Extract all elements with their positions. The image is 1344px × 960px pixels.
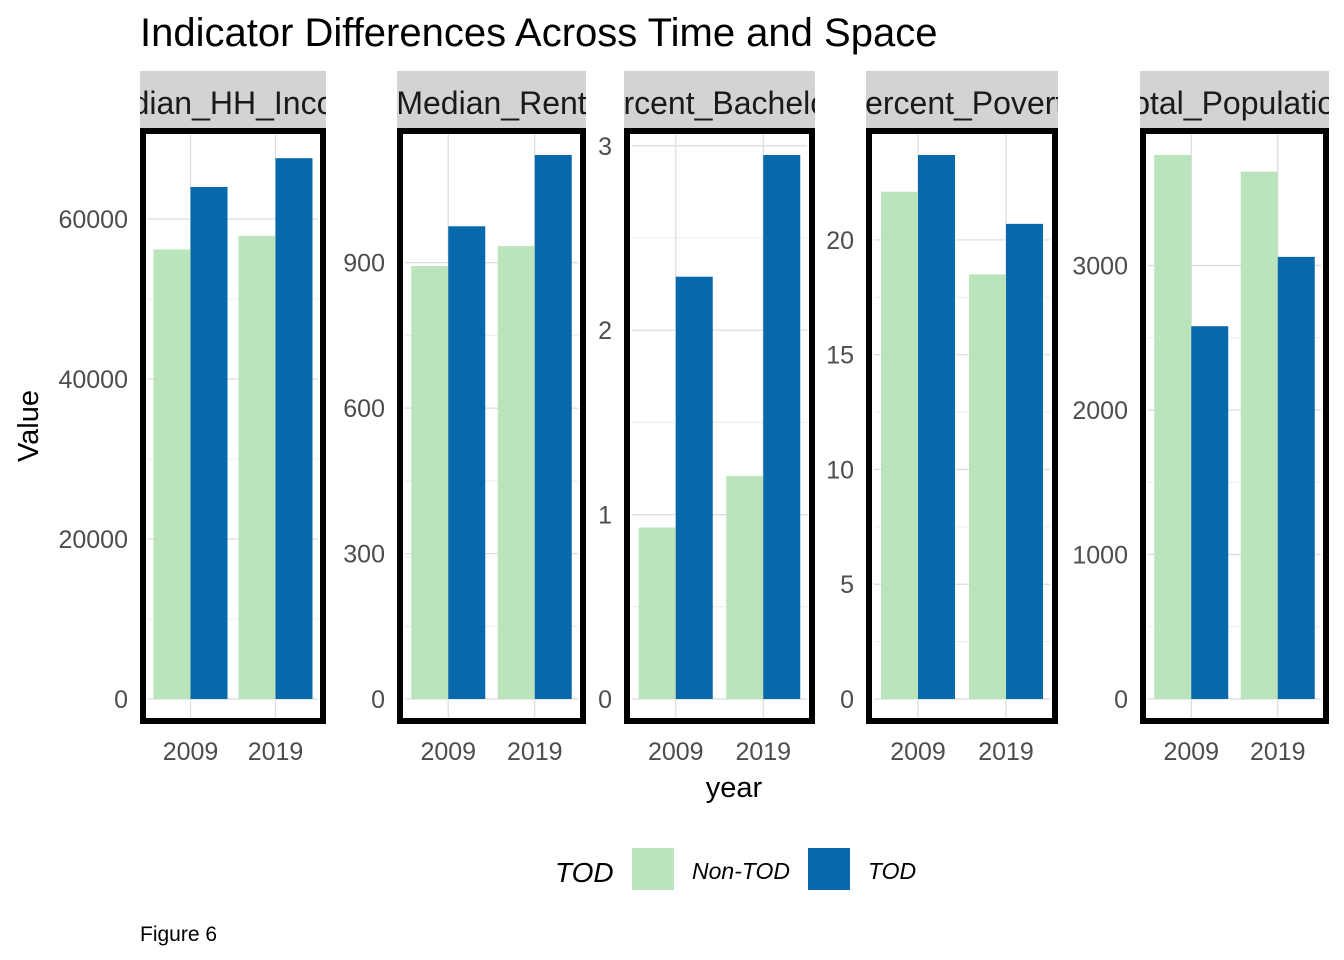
panel-border <box>866 128 1058 724</box>
y-tick-label: 20 <box>826 227 854 255</box>
y-tick-label: 2000 <box>1072 397 1128 425</box>
y-tick-label: 0 <box>114 686 128 714</box>
bar-non-tod-2009 <box>1154 155 1192 699</box>
facet-panel-median-rent: Median_Rent 0 300 600 900 2009 2019 <box>343 71 586 766</box>
y-tick-label: 3 <box>598 133 612 161</box>
facet-strip <box>1140 71 1329 128</box>
bar-tod-2019 <box>534 155 572 699</box>
bar-tod-2019 <box>1277 256 1315 699</box>
bar-non-tod-2019 <box>238 235 276 700</box>
bar-tod-2009 <box>918 155 955 699</box>
bar-non-tod-2009 <box>638 527 676 699</box>
y-tick-label: 300 <box>343 541 385 569</box>
legend: TOD Non-TOD TOD <box>555 848 916 890</box>
y-tick-label: 0 <box>371 686 385 714</box>
x-tick-label: 2019 <box>507 738 563 766</box>
facet-panel-percent-bachelors: Percent_Bachelors 0 1 2 3 2009 2019 <box>584 71 854 766</box>
y-tick-label: 1 <box>598 502 612 530</box>
bar-non-tod-2019 <box>1240 171 1278 699</box>
bar-non-tod-2019 <box>497 246 535 699</box>
y-tick-label: 60000 <box>58 206 128 234</box>
bar-non-tod-2009 <box>153 249 191 699</box>
x-tick-label: 2009 <box>163 738 219 766</box>
figure-caption: Figure 6 <box>140 923 217 946</box>
facet-strip-label: Total_Population <box>1116 85 1344 121</box>
bar-tod-2009 <box>448 226 486 700</box>
y-tick-label: 0 <box>1114 686 1128 714</box>
panel-border <box>397 128 586 724</box>
facet-strip-label: Percent_Bachelors <box>584 85 854 121</box>
panel-border <box>624 128 815 724</box>
x-axis-title: year <box>706 772 763 804</box>
panel-border <box>1140 128 1329 724</box>
facet-strip <box>866 71 1058 128</box>
legend-key-non-tod <box>632 848 674 890</box>
legend-title: TOD <box>555 857 614 888</box>
y-tick-label: 5 <box>840 571 854 599</box>
y-tick-label: 600 <box>343 395 385 423</box>
panel-border <box>140 128 326 724</box>
bar-non-tod-2019 <box>969 274 1006 699</box>
y-tick-label: 0 <box>598 686 612 714</box>
bar-tod-2019 <box>1006 223 1043 699</box>
facet-panel-total-population: Total_Population 0 1000 2000 3000 2009 2019 <box>1072 71 1344 766</box>
y-tick-label: 3000 <box>1072 253 1128 281</box>
facet-strip-label: Percent_Poverty <box>844 85 1081 121</box>
x-tick-label: 2019 <box>735 738 791 766</box>
y-axis-title: Value <box>13 390 45 462</box>
legend-label-tod: TOD <box>868 858 916 884</box>
bar-tod-2009 <box>190 187 228 699</box>
facet-strip <box>624 71 815 128</box>
bar-tod-2009 <box>1191 326 1229 699</box>
legend-label-non-tod: Non-TOD <box>692 858 790 884</box>
bar-non-tod-2019 <box>726 475 764 699</box>
bar-tod-2019 <box>275 158 313 699</box>
facet-strip <box>397 71 586 128</box>
x-tick-label: 2019 <box>978 738 1034 766</box>
bar-non-tod-2009 <box>881 191 918 699</box>
x-tick-label: 2019 <box>1250 738 1306 766</box>
legend-key-tod <box>808 848 850 890</box>
facet-strip-label: Median_Rent <box>396 85 586 121</box>
x-tick-label: 2009 <box>890 738 946 766</box>
facet-strip-label: Median_HH_Income <box>87 85 379 121</box>
y-tick-label: 1000 <box>1072 542 1128 570</box>
x-tick-label: 2009 <box>420 738 476 766</box>
x-tick-label: 2009 <box>1163 738 1219 766</box>
bar-non-tod-2009 <box>411 266 449 699</box>
bar-tod-2009 <box>675 276 713 699</box>
facet-strip <box>140 71 326 128</box>
y-tick-label: 0 <box>840 686 854 714</box>
x-tick-label: 2019 <box>248 738 304 766</box>
facet-panel-median-hh-income: Median_HH_Income 0 20000 40000 60000 2009 2019 <box>58 71 379 766</box>
y-tick-label: 20000 <box>58 526 128 554</box>
bar-tod-2019 <box>763 155 801 699</box>
y-tick-label: 10 <box>826 456 854 484</box>
y-tick-label: 900 <box>343 250 385 278</box>
y-tick-label: 15 <box>826 342 854 370</box>
chart-title: Indicator Differences Across Time and Sp… <box>140 11 937 55</box>
x-tick-label: 2009 <box>648 738 704 766</box>
facet-panel-percent-poverty: Percent_Poverty 0 5 10 15 20 2009 2019 <box>826 71 1081 766</box>
y-tick-label: 2 <box>598 317 612 345</box>
y-tick-label: 40000 <box>58 366 128 394</box>
